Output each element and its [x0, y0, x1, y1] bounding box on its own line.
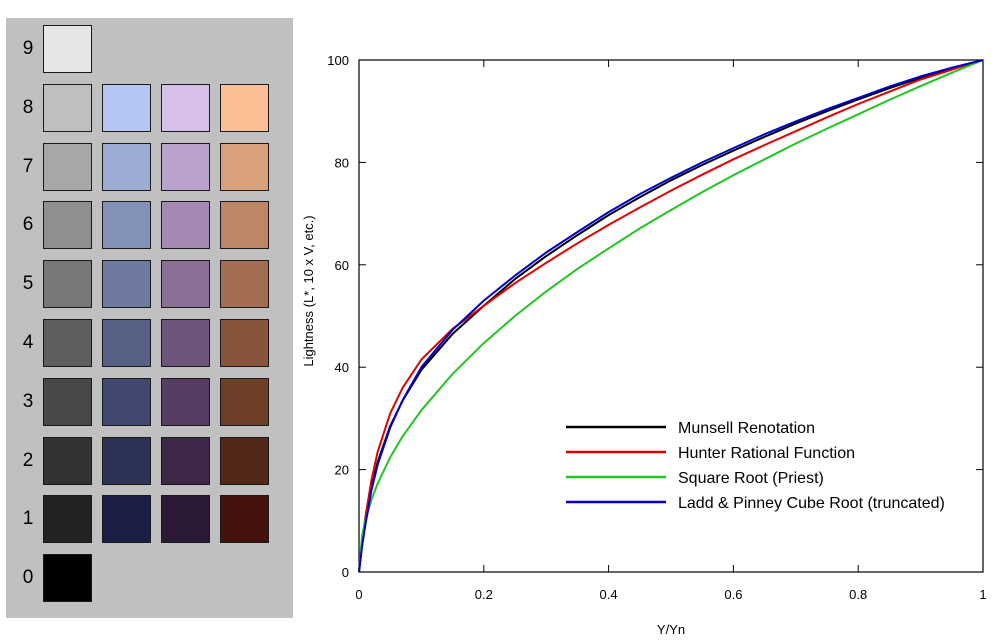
series-line-3	[358, 59, 984, 573]
series-line-2	[358, 59, 984, 573]
value-label-4: 4	[22, 332, 34, 353]
swatch-value-8-col-2	[102, 83, 151, 132]
value-label-3: 3	[22, 390, 34, 412]
swatch-value-3-col-2	[102, 377, 151, 426]
swatch-value-8-col-1	[43, 83, 92, 132]
swatch-value-6-col-3	[161, 201, 210, 250]
series-line-4	[358, 59, 984, 573]
swatch-value-2-col-1	[43, 436, 92, 485]
legend-label-4: Ladd & Pinney Cube Root (truncated)	[678, 495, 945, 512]
y-tick-label-0: 0	[342, 565, 349, 580]
y-tick-label-4: 80	[335, 155, 349, 170]
swatch-value-1-col-4	[220, 495, 269, 544]
swatch-value-3-col-3	[161, 377, 210, 426]
swatch-value-6-col-2	[102, 201, 151, 250]
swatch-value-4-col-3	[161, 319, 210, 367]
swatch-value-4-col-2	[102, 319, 151, 367]
x-tick-label-2: 0.4	[600, 587, 618, 602]
y-tick-label-1: 20	[335, 463, 349, 478]
swatch-value-7-col-1	[43, 142, 92, 191]
swatch-value-9-col-1	[43, 25, 92, 73]
swatch-value-1-col-2	[102, 495, 151, 544]
y-axis-label: Lightness (L*, 10 x V, etc.)	[301, 215, 316, 366]
swatch-value-3-col-1	[43, 377, 92, 426]
swatch-value-1-col-3	[161, 495, 210, 544]
swatch-value-6-col-4	[220, 201, 269, 250]
y-tick-label-2: 40	[335, 360, 349, 375]
swatch-value-5-col-2	[102, 260, 151, 309]
swatch-value-7-col-3	[161, 142, 210, 191]
swatch-value-4-col-4	[220, 319, 269, 367]
swatch-value-6-col-1	[43, 201, 92, 250]
y-tick-label-3: 60	[335, 258, 349, 273]
legend-label-3: Square Root (Priest)	[678, 470, 824, 487]
value-label-0: 0	[22, 567, 34, 589]
swatch-value-8-col-4	[220, 83, 269, 132]
value-label-2: 2	[22, 449, 34, 471]
swatch-value-8-col-3	[161, 83, 210, 132]
swatch-value-7-col-4	[220, 142, 269, 191]
swatch-value-7-col-2	[102, 142, 151, 191]
plot-area: 0 0.2 0.4 0.6 0.8 1 0 20 40 60 80 100 Munsell Renota…	[327, 53, 986, 602]
plot-frame	[358, 59, 984, 573]
swatch-value-2-col-2	[102, 436, 151, 485]
x-axis-label: Y/Yn	[657, 622, 685, 637]
value-label-8: 8	[22, 96, 34, 118]
value-label-7: 7	[22, 155, 34, 177]
swatch-value-2-col-3	[161, 436, 210, 485]
swatch-value-1-col-1	[43, 495, 92, 544]
legend-label-2: Hunter Rational Function	[678, 445, 855, 462]
munsell-swatch-panel: 9 8 7 6 5 4 3 2 1 0	[6, 18, 293, 618]
x-tick-label-5: 1	[979, 587, 986, 602]
swatch-value-2-col-4	[220, 436, 269, 485]
value-label-6: 6	[22, 214, 34, 236]
swatch-value-4-col-1	[43, 319, 92, 367]
value-label-5: 5	[22, 273, 34, 295]
swatch-value-5-col-3	[161, 260, 210, 309]
swatch-value-5-col-1	[43, 260, 92, 309]
x-tick-label-4: 0.8	[849, 587, 867, 602]
value-label-1: 1	[22, 508, 34, 530]
x-tick-label-3: 0.6	[724, 587, 742, 602]
swatch-value-0-col-1	[43, 554, 92, 603]
swatch-value-3-col-4	[220, 377, 269, 426]
legend-label-1: Munsell Renotation	[678, 420, 815, 437]
swatch-value-5-col-4	[220, 260, 269, 309]
x-tick-label-0: 0	[355, 587, 362, 602]
x-tick-label-1: 0.2	[475, 587, 493, 602]
y-tick-label-5: 100	[327, 53, 349, 68]
value-label-9: 9	[22, 38, 34, 59]
